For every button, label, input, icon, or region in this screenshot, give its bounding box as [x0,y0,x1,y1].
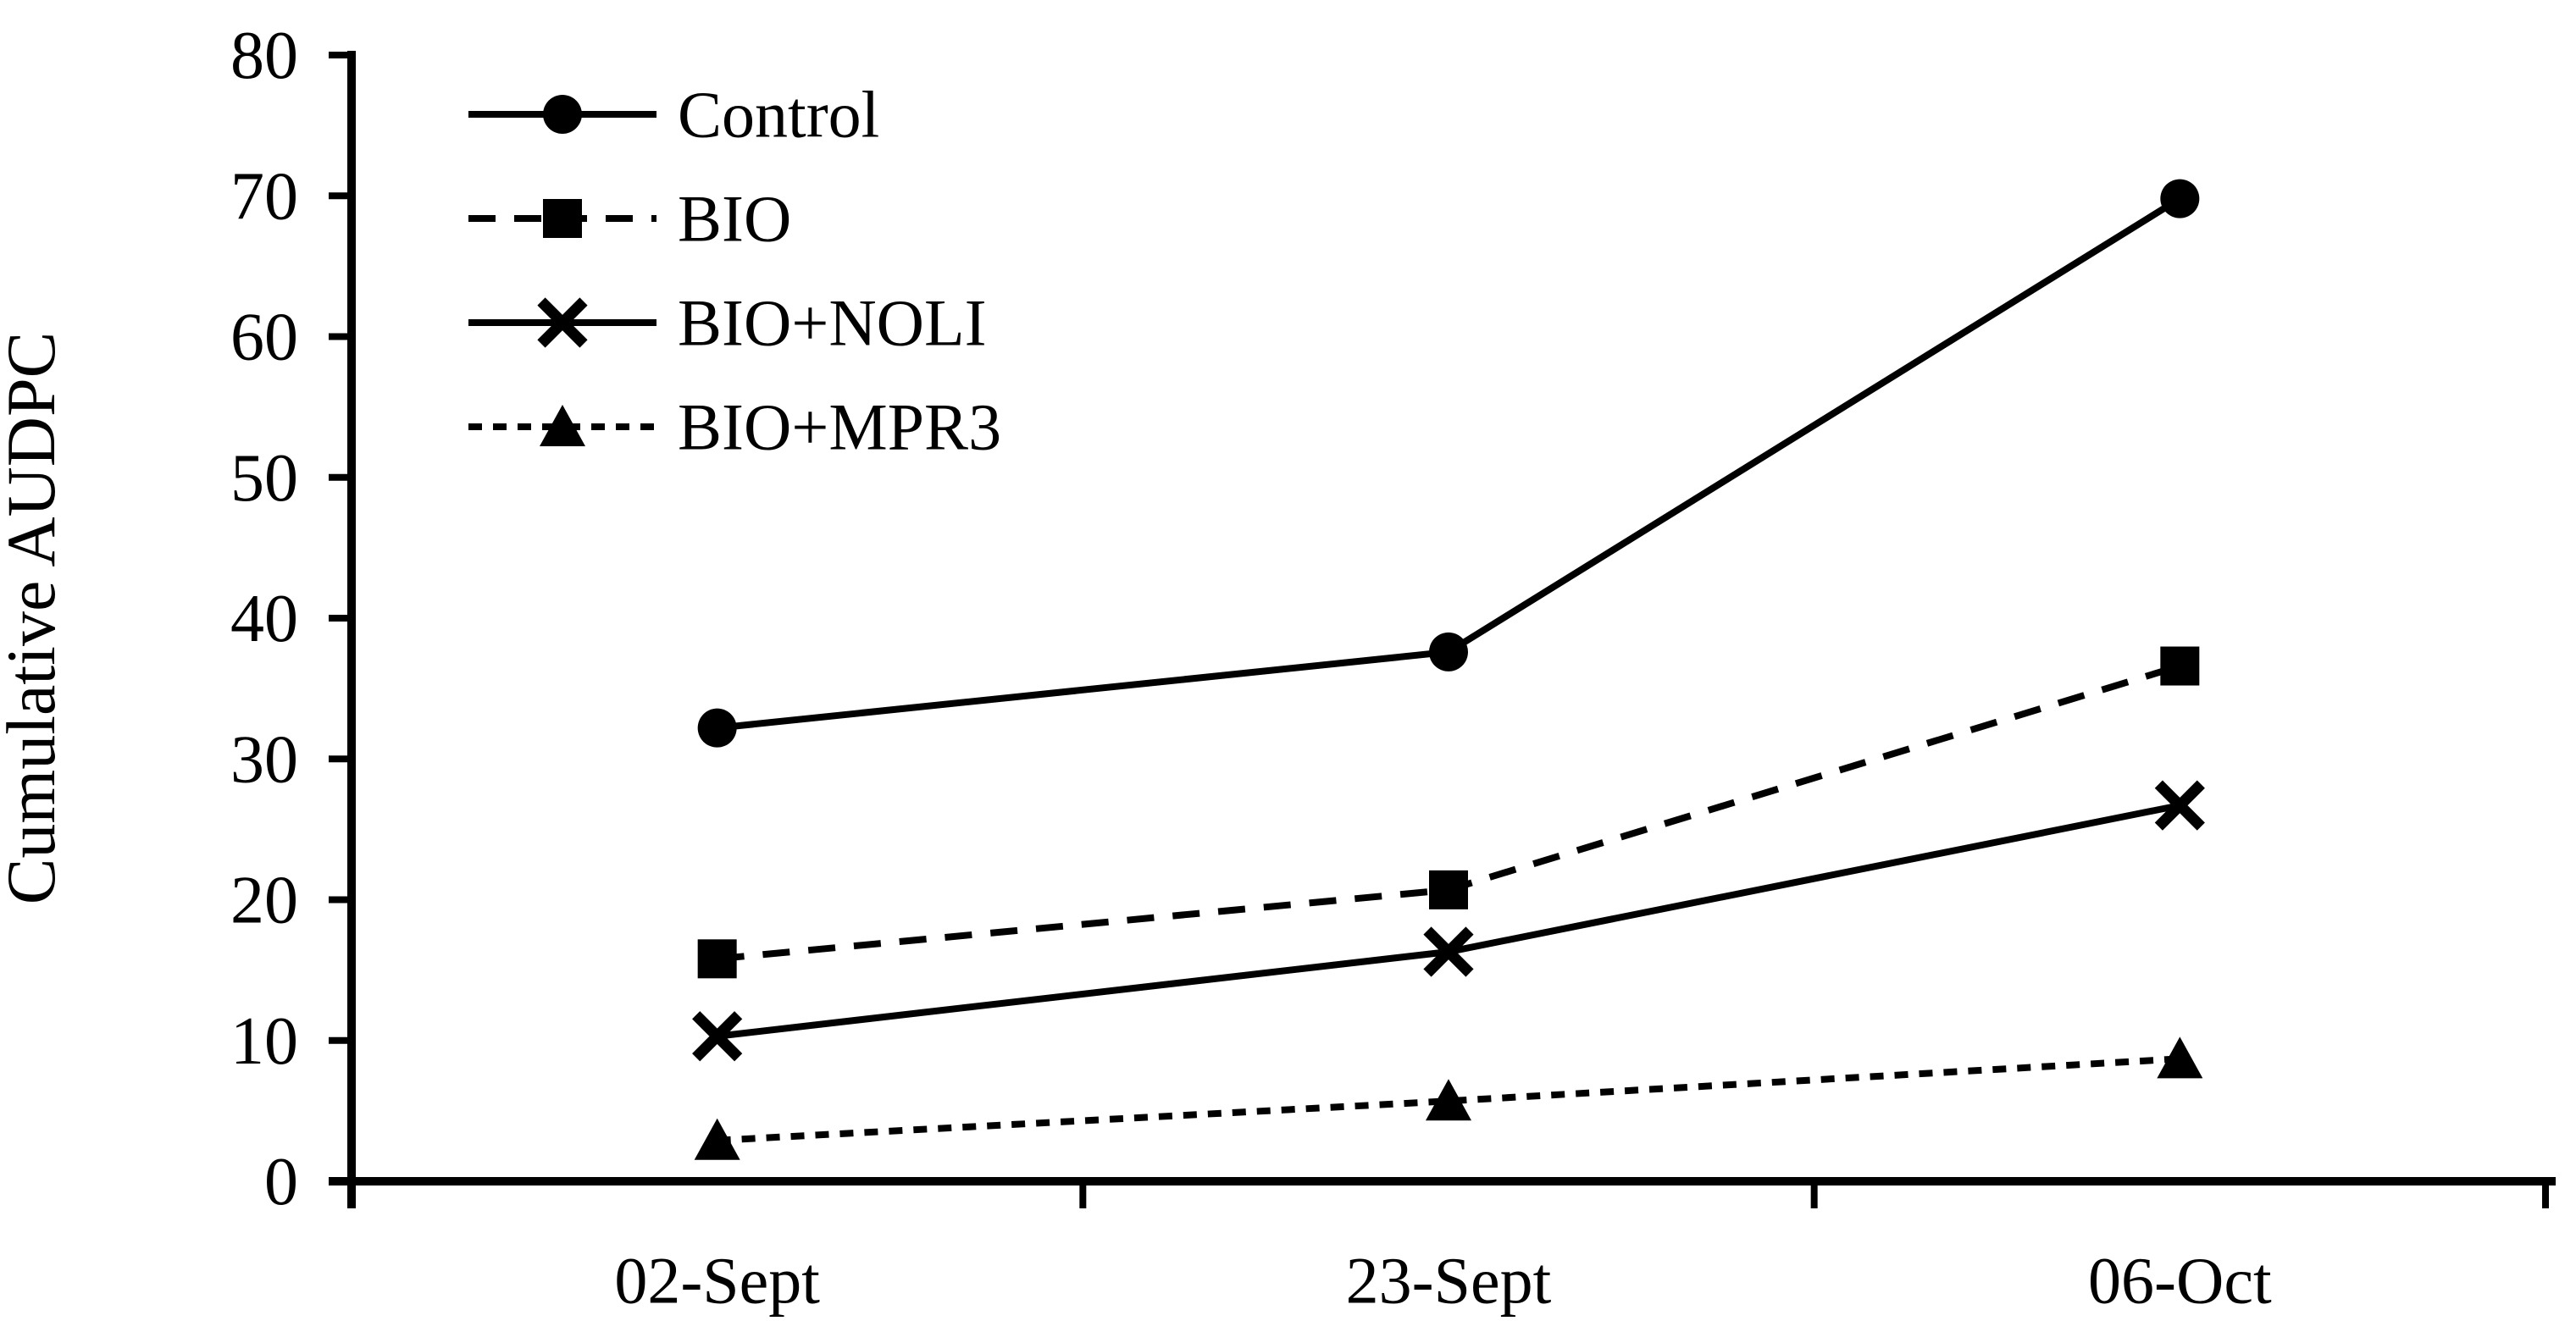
y-axis-tick-label: 50 [230,441,298,516]
legend-label: BIO+MPR3 [678,390,1001,464]
legend-marker-x [537,297,588,348]
series-line-BIO [717,662,2181,963]
series-line-BIO+NOLI [717,802,2181,1040]
y-axis-tick-label: 70 [230,159,298,234]
legend-marker-square [543,199,582,238]
legend-label: BIO [678,182,791,256]
data-point-BIO-02-Sept [697,939,737,979]
x-axis-tick-label: 23-Sept [1346,1244,1552,1318]
y-axis-tick-label: 60 [230,301,298,375]
x-axis-tick-label: 06-Oct [2088,1244,2272,1318]
legend-label: Control [678,78,879,152]
y-axis-tick-label: 10 [230,1004,298,1079]
data-point-BIO+NOLI-02-Sept [692,1011,743,1062]
data-point-BIO-06-Oct [2160,646,2200,686]
data-point-BIO+MPR3-06-Oct [2157,1036,2203,1079]
series-BIO+NOLI [692,780,2205,1062]
series-BIO [697,646,2200,979]
legend-marker-triangle [540,405,585,446]
y-axis-tick-label: 30 [230,722,298,797]
data-point-BIO+MPR3-23-Sept [1426,1079,1471,1121]
series-Control [697,179,2200,748]
data-point-Control-06-Oct [2160,179,2200,218]
y-axis-title: Cumulative AUDPC [0,332,69,905]
data-point-Control-23-Sept [1429,632,1468,672]
data-point-BIO-23-Sept [1429,870,1468,909]
legend-item-Control: Control [468,78,879,152]
x-axis-tick-label: 02-Sept [614,1244,820,1318]
data-point-Control-02-Sept [697,708,737,748]
legend-label: BIO+NOLI [678,286,987,360]
data-point-BIO+NOLI-06-Oct [2154,780,2205,831]
legend-item-BIO: BIO [468,182,791,256]
legend-item-BIO+MPR3: BIO+MPR3 [468,390,1001,464]
y-axis-tick-label: 80 [230,19,298,93]
data-point-BIO+NOLI-23-Sept [1423,926,1474,977]
y-axis-tick-label: 20 [230,864,298,938]
y-axis-tick-label: 0 [264,1145,298,1219]
legend-item-BIO+NOLI: BIO+NOLI [468,286,987,360]
legend-marker-circle [543,95,582,134]
y-axis-tick-label: 40 [230,582,298,656]
data-point-BIO+MPR3-02-Sept [694,1118,740,1160]
series-BIO+MPR3 [694,1036,2203,1160]
